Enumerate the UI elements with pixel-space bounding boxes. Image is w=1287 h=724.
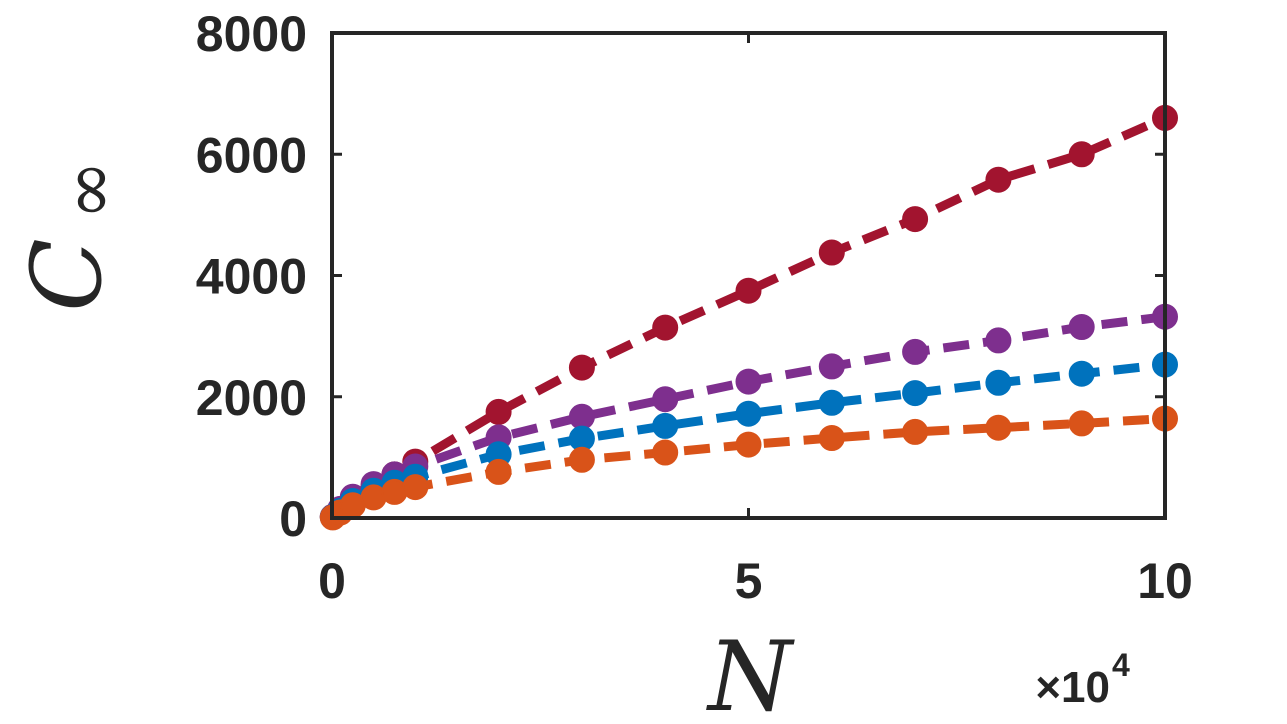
series-3-point <box>568 446 595 473</box>
series-2-point <box>902 380 929 407</box>
series-1-point <box>985 327 1012 354</box>
x-tick-label: 0 <box>318 553 346 609</box>
y-axis-label-subscript: ∞ <box>46 160 130 220</box>
tick-marks <box>330 31 1167 520</box>
tick-labels: 0 5 10 0 2000 4000 6000 8000 <box>196 6 1193 609</box>
series-0-point <box>818 239 845 266</box>
series-layer <box>319 104 1178 531</box>
x-multiplier-label: ×10 <box>1035 663 1110 712</box>
series-2-point <box>1068 360 1095 387</box>
series-3-point <box>985 414 1012 441</box>
series-3-point <box>485 458 512 485</box>
y-axis-label: C <box>11 238 123 311</box>
x-tick-label: 5 <box>735 553 763 609</box>
series-3-point <box>818 425 845 451</box>
y-tick-label: 8000 <box>196 6 307 62</box>
series-3-point <box>902 418 929 445</box>
x-axis-label: N <box>706 621 795 724</box>
series-1-point <box>1068 314 1095 340</box>
series-2-point <box>818 389 845 416</box>
series-0-point <box>902 206 929 233</box>
x-tick-label: 10 <box>1137 553 1193 609</box>
series-0-point <box>652 314 679 341</box>
series-0-point <box>485 398 512 425</box>
series-3-point <box>735 431 762 458</box>
series-1-point <box>818 353 845 380</box>
series-1-point <box>902 338 929 365</box>
series-2-point <box>652 412 679 439</box>
series-0-point <box>735 277 762 304</box>
series-3-point <box>402 474 429 501</box>
y-tick-label: 4000 <box>196 249 307 305</box>
x-multiplier-exponent: 4 <box>1112 647 1130 683</box>
series-3-point <box>1068 410 1095 437</box>
series-0-point <box>568 354 595 381</box>
series-3-point <box>652 439 679 466</box>
series-1-point <box>568 403 595 430</box>
y-tick-label: 6000 <box>196 127 307 183</box>
series-0-point <box>985 166 1012 193</box>
series-2-point <box>735 400 762 427</box>
series-2-point <box>985 369 1012 396</box>
series-0-point <box>1068 141 1095 168</box>
series-1-point <box>652 386 679 413</box>
y-tick-label: 2000 <box>196 370 307 426</box>
y-tick-label: 0 <box>279 491 307 547</box>
series-1-point <box>735 368 762 395</box>
